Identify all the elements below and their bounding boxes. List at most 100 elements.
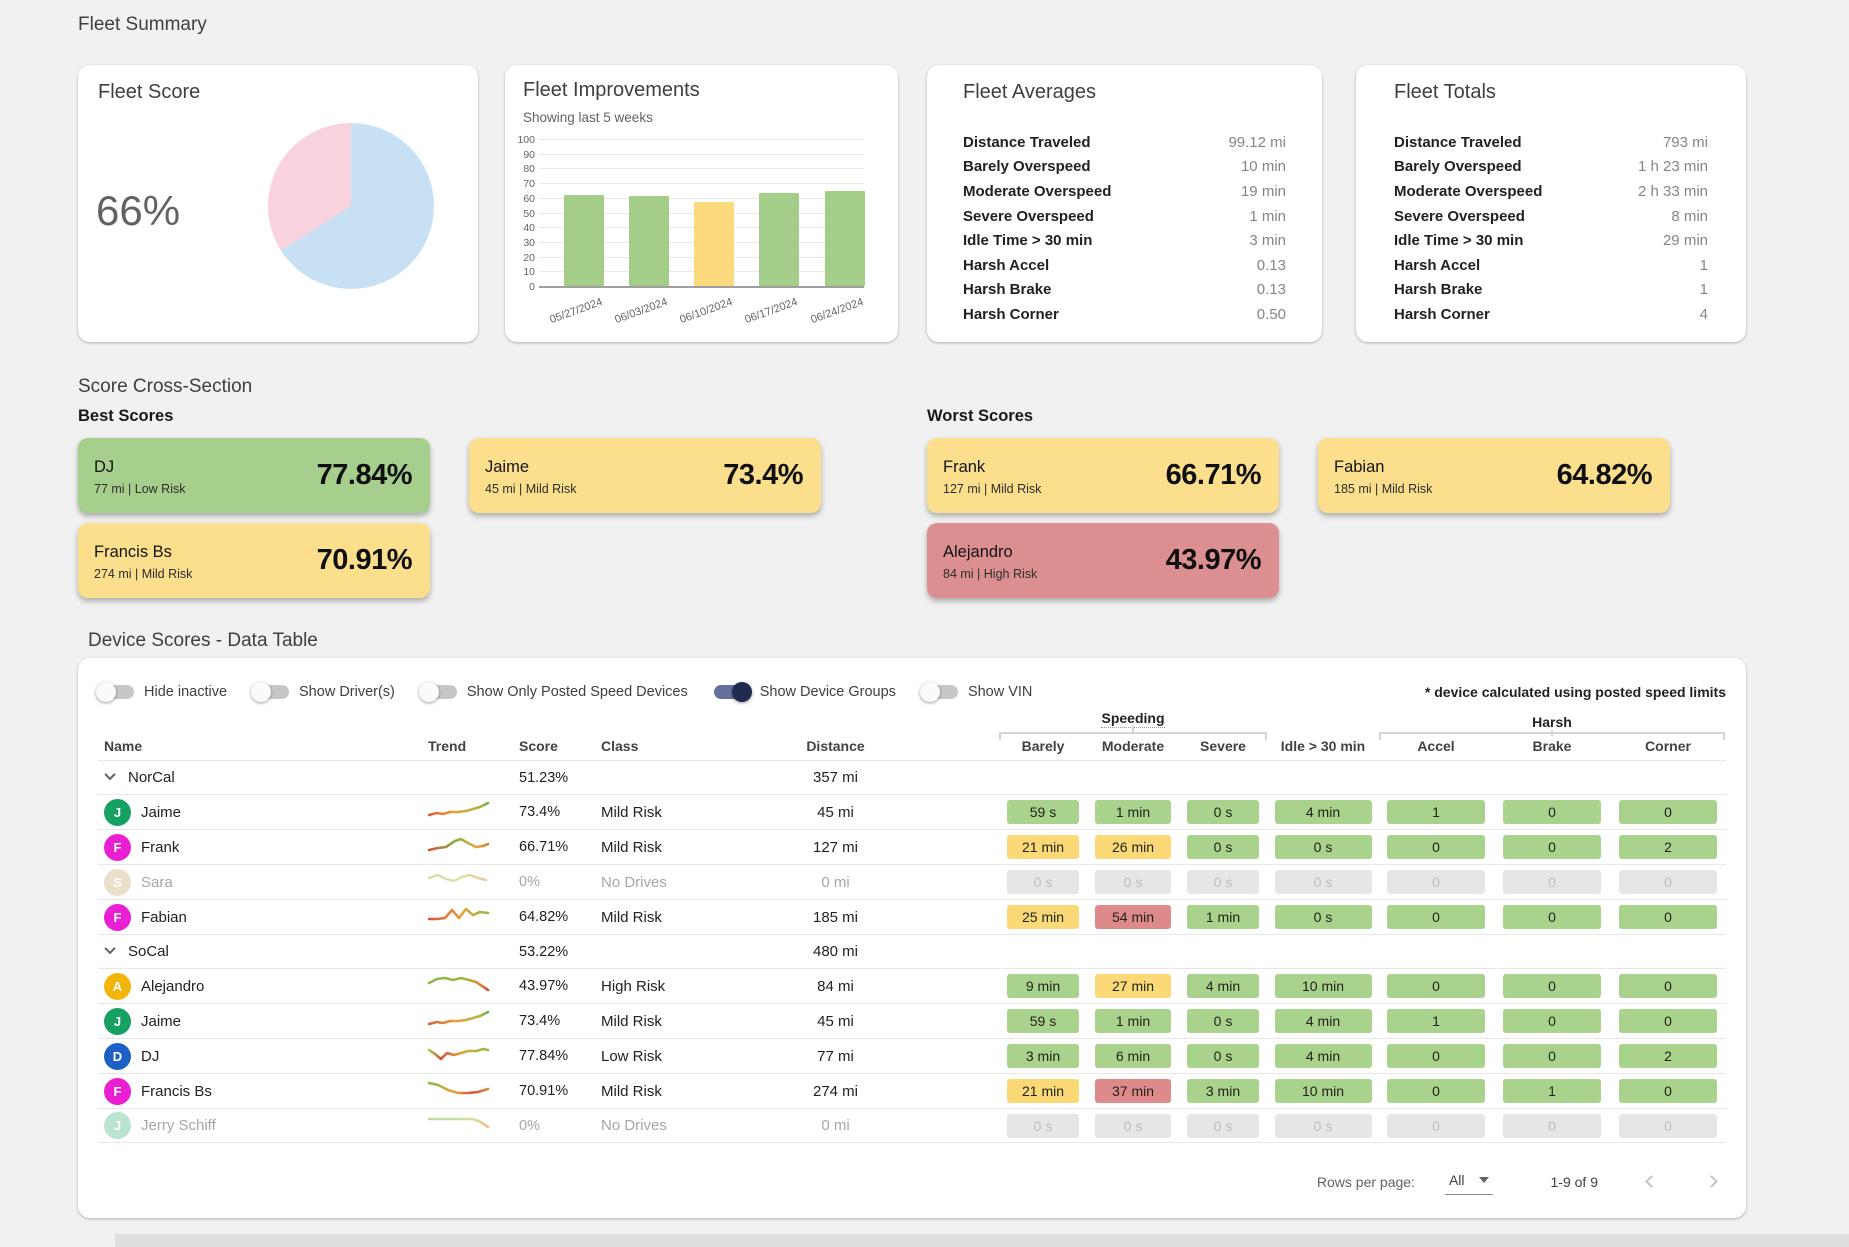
metric-pill: 59 s	[1007, 1009, 1079, 1033]
device-name: Frank	[141, 838, 180, 856]
cross-section-title: Score Cross-Section	[78, 376, 253, 397]
device-risk-class: Mild Risk	[601, 1012, 662, 1030]
toggle-label: Show Only Posted Speed Devices	[466, 684, 688, 700]
device-row-Alejandro[interactable]: A Alejandro 43.97% High Risk 84 mi 9 min 2…	[98, 968, 1726, 1003]
metric-pill: 0	[1619, 1113, 1717, 1138]
toggle-show-vin[interactable]: Show VIN	[919, 682, 1032, 702]
metric-pill: 0	[1387, 1044, 1485, 1068]
speeding-group-header: Speeding	[1101, 710, 1165, 728]
metric-pill: 54 min	[1095, 905, 1171, 929]
device-score: 66.71%	[519, 839, 569, 855]
device-row-Jaime[interactable]: J Jaime 73.4% Mild Risk 45 mi 59 s 1 min 0 …	[98, 1003, 1726, 1038]
fleet-averages-title: Fleet Averages	[963, 81, 1097, 103]
bar	[564, 194, 604, 286]
score-card-Alejandro: Alejandro 84 mi | High Risk 43.97%	[927, 523, 1279, 598]
fleet-score-value: 66%	[96, 187, 181, 234]
group-row-NorCal[interactable]: NorCal 51.23% 357 mi	[98, 760, 1726, 794]
collapse-chevron-icon[interactable]	[104, 768, 116, 781]
metric-pill: 4 min	[1187, 974, 1259, 998]
previous-page-button[interactable]	[1638, 1170, 1662, 1194]
col-header-name: Name	[104, 738, 143, 754]
avatar: J	[104, 1112, 131, 1139]
device-distance: 0 mi	[821, 873, 850, 891]
toggle-show-device-groups[interactable]: Show Device Groups	[713, 682, 896, 702]
col-header-brake: Brake	[1532, 738, 1572, 754]
y-axis-tick: 50	[523, 207, 535, 220]
device-distance: 45 mi	[817, 803, 854, 821]
avatar: J	[104, 1007, 131, 1035]
metric-label: Harsh Accel	[1394, 256, 1481, 274]
device-score: 64.82%	[519, 909, 569, 925]
device-row-Jaime[interactable]: J Jaime 73.4% Mild Risk 45 mi 59 s 1 min 0 …	[98, 794, 1726, 829]
score-card-value: 66.71%	[1165, 459, 1262, 491]
metric-row: Idle Time > 30 min 29 min	[1394, 228, 1708, 253]
device-row-Francis-Bs[interactable]: F Francis Bs 70.91% Mild Risk 274 mi 21 m…	[98, 1073, 1726, 1108]
device-name: Sara	[141, 873, 173, 891]
metric-pill: 0 s	[1274, 870, 1372, 894]
toggle-knob	[96, 682, 116, 702]
score-card-Jaime: Jaime 45 mi | Mild Risk 73.4%	[469, 438, 821, 513]
worst-scores-cards: Frank 127 mi | Mild Risk 66.71% Fabian 1…	[927, 438, 1670, 598]
avatar: F	[104, 833, 131, 861]
rows-per-page-label: Rows per page:	[1316, 1174, 1415, 1190]
y-axis-tick: 40	[523, 222, 535, 235]
col-header-distance: Distance	[806, 738, 865, 754]
device-distance: 0 mi	[821, 1117, 850, 1134]
group-row-SoCal[interactable]: SoCal 53.22% 480 mi	[98, 934, 1726, 968]
toggle-show-driver-s-[interactable]: Show Driver(s)	[251, 682, 395, 702]
dropdown-caret-icon	[1478, 1176, 1489, 1183]
metric-pill: 3 min	[1007, 1044, 1079, 1068]
col-header-trend: Trend	[428, 738, 467, 754]
metric-pill: 0	[1503, 1044, 1601, 1068]
device-distance: 84 mi	[817, 977, 854, 995]
group-distance: 357 mi	[812, 769, 859, 786]
y-axis-tick: 0	[529, 281, 535, 293]
rows-per-page-select[interactable]: All	[1444, 1170, 1493, 1195]
device-row-Jerry-Schiff[interactable]: J Jerry Schiff 0% No Drives 0 mi 0 s 0 s 0 …	[98, 1108, 1726, 1143]
avatar: D	[104, 1042, 131, 1070]
metric-row: Harsh Accel 0.13	[963, 253, 1286, 278]
metric-pill: 0 s	[1187, 800, 1259, 824]
device-name: Francis Bs	[141, 1082, 212, 1100]
metric-pill: 1	[1387, 1009, 1485, 1033]
metric-pill: 4 min	[1274, 1009, 1372, 1033]
device-row-Frank[interactable]: F Frank 66.71% Mild Risk 127 mi 21 min 26 …	[98, 829, 1726, 864]
y-axis-tick: 80	[523, 163, 535, 176]
metric-pill: 1 min	[1095, 1009, 1171, 1033]
horizontal-scrollbar[interactable]	[115, 1234, 1849, 1247]
metric-pill: 0	[1619, 870, 1717, 894]
metric-row: Moderate Overspeed 19 min	[963, 179, 1286, 204]
device-name: Jerry Schiff	[141, 1117, 216, 1134]
table-toggles-row: Hide inactive Show Driver(s) Show Only P…	[96, 678, 1726, 706]
metric-pill: 10 min	[1274, 1079, 1372, 1103]
avatar: A	[104, 972, 131, 1000]
metric-pill: 0	[1503, 1009, 1601, 1033]
bar	[759, 193, 799, 286]
metric-value: 1 min	[1249, 207, 1286, 225]
score-card-value: 73.4%	[723, 459, 803, 491]
fleet-totals-card: Fleet Totals Distance Traveled 793 mi Bare…	[1356, 65, 1746, 342]
fleet-improvements-title: Fleet Improvements	[523, 79, 700, 101]
next-page-button[interactable]	[1702, 1170, 1726, 1194]
toggle-show-only-posted-speed-devices[interactable]: Show Only Posted Speed Devices	[418, 682, 688, 702]
device-score: 73.4%	[519, 1013, 561, 1029]
device-risk-class: No Drives	[601, 873, 667, 891]
device-row-DJ[interactable]: D DJ 77.84% Low Risk 77 mi 3 min 6 min 0 s 4…	[98, 1038, 1726, 1073]
metric-pill: 9 min	[1007, 974, 1079, 998]
y-axis-tick: 20	[523, 251, 535, 264]
metric-pill: 0	[1503, 800, 1601, 824]
collapse-chevron-icon[interactable]	[104, 942, 116, 955]
metric-pill: 1 min	[1187, 905, 1259, 929]
metric-pill: 0	[1619, 1009, 1717, 1033]
metric-value: 0.13	[1256, 256, 1286, 274]
toggle-hide-inactive[interactable]: Hide inactive	[96, 682, 227, 702]
x-axis-tick: 06/17/2024	[743, 296, 800, 327]
metric-label: Harsh Accel	[963, 256, 1050, 274]
harsh-group-header: Harsh	[1532, 714, 1572, 730]
device-row-Fabian[interactable]: F Fabian 64.82% Mild Risk 185 mi 25 min 54…	[98, 899, 1726, 934]
metric-row: Harsh Brake 0.13	[963, 278, 1286, 303]
device-risk-class: Mild Risk	[601, 908, 662, 926]
device-table-title: Device Scores - Data Table	[88, 630, 318, 651]
metric-value: 10 min	[1240, 158, 1286, 176]
